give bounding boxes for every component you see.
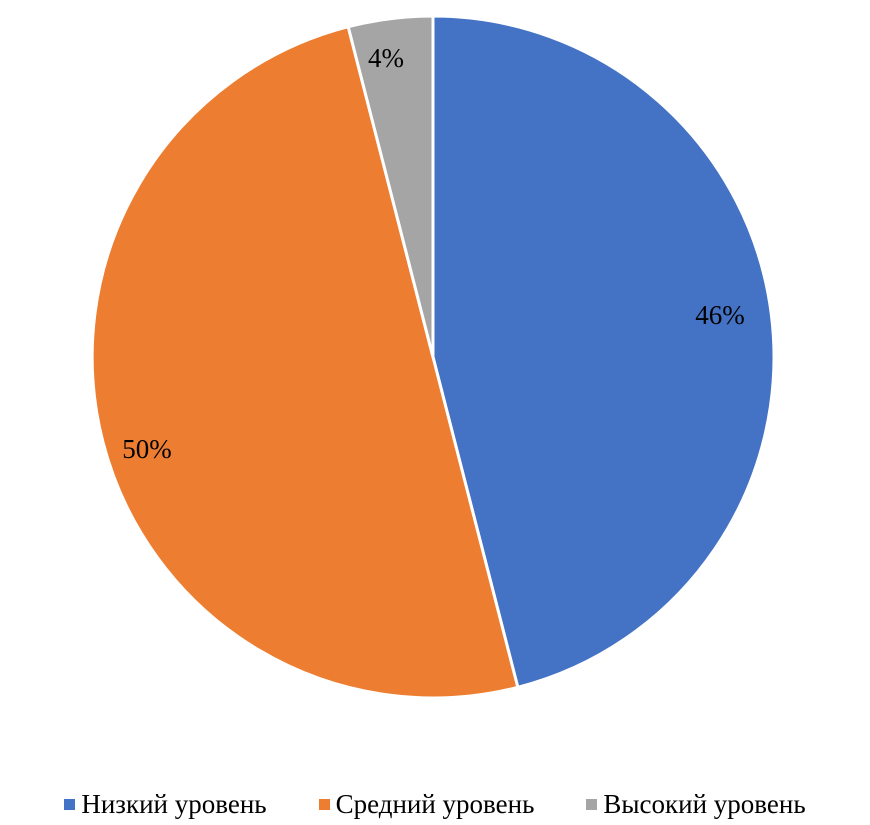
pie-slice-high: [346, 14, 435, 359]
legend-label-medium: Средний уровень: [335, 788, 535, 819]
legend-label-low: Низкий уровень: [81, 788, 267, 819]
legend-swatch-medium: [318, 798, 330, 810]
legend-swatch-low: [64, 798, 76, 810]
pie-slice-medium: [90, 25, 520, 700]
legend-item-low: Низкий уровень: [64, 788, 267, 820]
data-label-high: 4%: [368, 43, 404, 73]
data-label-medium: 50%: [122, 434, 172, 464]
pie-chart: 46% 50% 4%: [90, 14, 776, 700]
legend-item-high: Высокий уровень: [586, 788, 806, 820]
legend-item-medium: Средний уровень: [318, 788, 535, 820]
pie-slice-low: [431, 14, 776, 689]
data-label-low: 46%: [695, 300, 745, 330]
legend: Низкий уровень Средний уровень Высокий у…: [0, 786, 870, 822]
legend-label-high: Высокий уровень: [603, 788, 806, 819]
legend-swatch-high: [586, 798, 598, 810]
